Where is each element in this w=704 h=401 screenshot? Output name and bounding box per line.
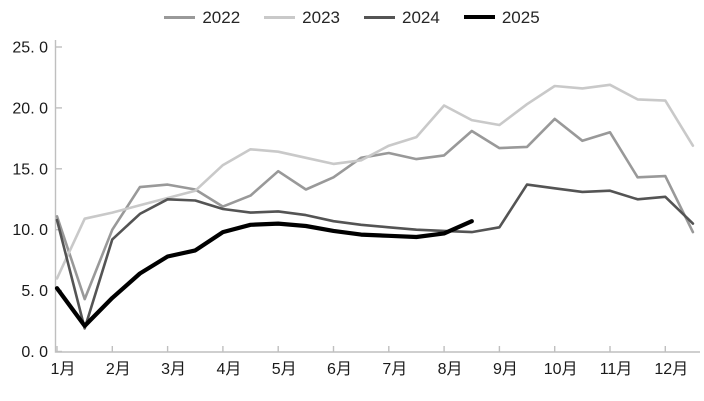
legend-swatch-2025: [463, 15, 495, 19]
y-tick-label: 25. 0: [12, 40, 48, 57]
series-line-2022: [55, 117, 695, 301]
legend-swatch-2024: [364, 15, 395, 19]
x-tick-label: 2月: [106, 361, 131, 378]
legend-label-2022: 2022: [202, 7, 241, 27]
legend-item-2025[interactable]: 2025: [463, 7, 540, 27]
x-tick-label: 7月: [382, 361, 407, 378]
x-tick-label: 6月: [327, 361, 352, 378]
legend-swatch-2022: [164, 15, 196, 19]
x-tick-label: 5月: [272, 361, 297, 378]
x-tick-label: 12月: [654, 361, 688, 378]
legend-item-2022[interactable]: 2022: [164, 9, 240, 26]
x-tick-label: 1月: [51, 361, 76, 378]
legend-swatch-2023: [264, 15, 296, 19]
x-tick-label: 9月: [493, 361, 518, 378]
series-line-2024: [55, 183, 695, 330]
x-tick-label: 10月: [544, 361, 578, 378]
legend-item-2024[interactable]: 2024: [364, 9, 440, 26]
series-line-2025: [54, 219, 474, 328]
legend-label-2024: 2024: [402, 7, 440, 27]
legend-label-2025: 2025: [501, 7, 540, 27]
y-tick-label: 0. 0: [21, 344, 48, 361]
chart-legend: 2022 2023 2024 2025: [0, 5, 704, 29]
y-tick-label: 5. 0: [21, 283, 48, 300]
x-tick-label: 3月: [161, 361, 186, 378]
x-tick-label: 4月: [216, 361, 241, 378]
legend-label-2023: 2023: [302, 7, 340, 27]
x-tick-label: 8月: [438, 361, 463, 378]
x-tick-label: 11月: [600, 361, 633, 378]
series-line-2023: [55, 83, 695, 280]
y-tick-label: 15. 0: [12, 161, 48, 178]
y-tick-label: 20. 0: [12, 100, 48, 117]
legend-item-2023[interactable]: 2023: [264, 9, 340, 26]
y-tick-label: 10. 0: [12, 222, 48, 239]
